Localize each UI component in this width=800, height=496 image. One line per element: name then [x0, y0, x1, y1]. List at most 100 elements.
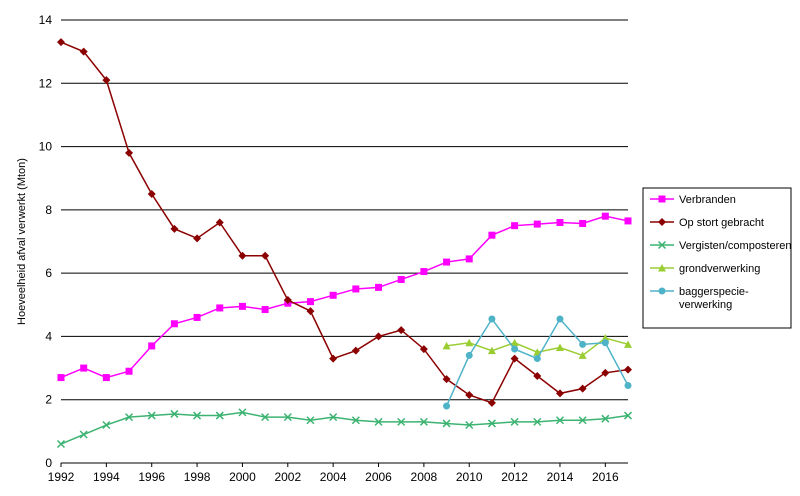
data-point	[102, 374, 110, 382]
data-point	[442, 419, 451, 428]
x-tick-label: 1998	[184, 470, 211, 484]
data-point	[374, 332, 383, 341]
data-point	[443, 258, 451, 266]
data-point	[102, 420, 111, 430]
data-point	[351, 416, 360, 425]
y-tick-label: 12	[39, 76, 53, 90]
legend-swatch-marker	[658, 287, 666, 295]
data-point	[510, 338, 519, 347]
data-point	[261, 306, 269, 314]
data-point	[556, 315, 564, 323]
data-point	[442, 341, 451, 350]
data-point	[488, 315, 496, 323]
data-point	[624, 365, 632, 374]
data-point	[238, 302, 246, 310]
data-point	[329, 354, 338, 363]
legend-box	[642, 187, 792, 329]
data-point	[170, 320, 178, 328]
data-point	[579, 340, 587, 348]
data-point	[601, 212, 609, 220]
legend-label: Verbranden	[679, 194, 736, 206]
data-point	[511, 345, 519, 353]
data-point	[80, 364, 88, 372]
legend: Verbranden Op stort gebracht Vergisten/com…	[642, 187, 792, 329]
series-line	[445, 317, 629, 407]
legend-label: Vergisten/composteren	[679, 240, 792, 252]
data-point	[578, 416, 587, 425]
data-point	[215, 218, 224, 227]
data-point	[238, 408, 247, 417]
data-point	[306, 307, 315, 316]
data-point	[374, 417, 383, 426]
y-tick-label: 2	[45, 393, 52, 407]
x-tick-label: 2008	[411, 470, 438, 484]
data-point	[487, 398, 496, 407]
data-point	[79, 47, 88, 56]
data-point	[420, 268, 428, 276]
data-point	[555, 416, 564, 425]
data-point	[533, 220, 541, 228]
data-point	[533, 355, 541, 363]
data-point	[193, 411, 202, 420]
y-tick-label: 8	[45, 203, 52, 217]
x-tick-label: 2006	[365, 470, 392, 484]
data-point	[238, 251, 247, 260]
series-layer	[56, 38, 633, 449]
legend-item: Vergisten/composteren	[650, 240, 792, 252]
data-point	[261, 251, 270, 260]
data-point	[443, 402, 451, 410]
data-point	[57, 374, 65, 382]
data-point	[125, 413, 134, 422]
data-point	[533, 371, 542, 380]
data-point	[283, 413, 292, 422]
y-axis-ticks: 0 2 4 6 8 10 12 14	[39, 13, 53, 470]
data-point	[329, 413, 338, 422]
series-line	[60, 41, 629, 404]
data-point	[624, 340, 632, 348]
data-point	[397, 326, 406, 335]
legend-item: Verbranden	[650, 194, 736, 206]
legend-item: Op stort gebracht	[650, 217, 764, 229]
series-verbranden	[57, 212, 632, 382]
data-point	[102, 76, 111, 85]
legend-item: baggerspecie-verwerking	[650, 286, 749, 311]
data-point	[57, 38, 65, 47]
data-point	[283, 296, 292, 305]
data-point	[601, 368, 610, 377]
legend-swatch-marker	[657, 240, 667, 250]
y-tick-label: 4	[45, 329, 52, 343]
data-point	[216, 304, 224, 312]
data-point	[442, 375, 451, 384]
data-point	[125, 367, 133, 375]
y-axis-title: Hoeveelheid afval verwerkt (Mton)	[16, 158, 28, 325]
data-point	[556, 219, 564, 227]
legend-item: grondverwerking	[650, 263, 760, 275]
data-point	[147, 411, 156, 420]
y-tick-label: 0	[45, 456, 52, 470]
data-point	[79, 430, 88, 439]
series-line	[60, 215, 629, 379]
data-point	[170, 224, 179, 233]
x-tick-label: 2004	[320, 470, 347, 484]
data-point	[306, 416, 315, 425]
x-axis-ticks: 1992 1994 1996 1998 2000 2002 2004 2006 2008 2010…	[48, 463, 619, 484]
data-point	[170, 409, 179, 418]
series-op-stort-gebracht	[57, 38, 632, 407]
x-tick-label: 2010	[456, 470, 483, 484]
data-point	[510, 354, 519, 363]
data-point	[624, 217, 632, 225]
series-baggerspecie-verwerking	[443, 315, 632, 410]
data-point	[533, 417, 542, 426]
legend-label: Op stort gebracht	[679, 217, 764, 229]
x-tick-label: 1994	[93, 470, 120, 484]
data-point	[215, 411, 224, 420]
data-point	[352, 285, 360, 293]
data-point	[488, 231, 496, 239]
data-point	[465, 420, 474, 430]
data-point	[624, 381, 632, 389]
data-point	[193, 313, 201, 321]
data-point	[193, 234, 202, 243]
data-point	[419, 417, 428, 426]
x-tick-label: 2016	[592, 470, 619, 484]
